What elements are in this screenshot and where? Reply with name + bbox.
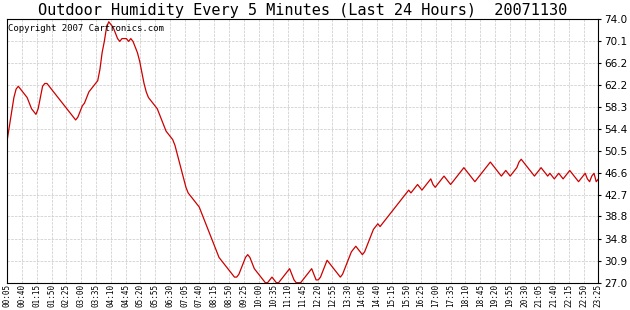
Text: Copyright 2007 Cartronics.com: Copyright 2007 Cartronics.com	[8, 24, 164, 33]
Title: Outdoor Humidity Every 5 Minutes (Last 24 Hours)  20071130: Outdoor Humidity Every 5 Minutes (Last 2…	[38, 3, 568, 18]
